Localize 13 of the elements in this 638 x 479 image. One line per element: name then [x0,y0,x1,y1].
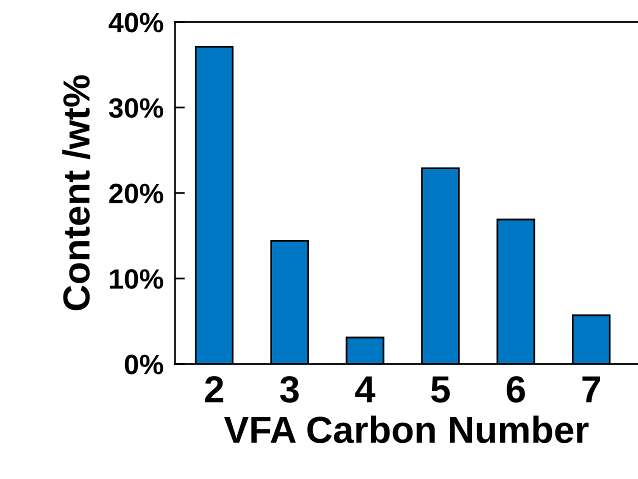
y-tick-label: 30% [108,98,164,118]
x-tick-label: 7 [582,376,600,402]
x-tick-label: 3 [280,376,299,403]
y-tick-label: 10% [110,269,164,289]
y-tick-label: 20% [109,184,164,204]
y-tick-label: 0% [124,354,164,374]
x-axis-title: VFA Carbon Number [224,416,589,444]
x-tick-label: 6 [506,376,525,403]
y-axis-title: Content /wt% [62,75,90,310]
x-tick-label: 2 [205,376,224,402]
x-tick-label: 4 [355,376,376,402]
x-tick-label: 5 [431,376,450,403]
y-tick-label: 40% [108,12,164,32]
